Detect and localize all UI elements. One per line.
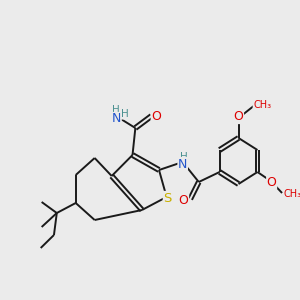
Text: N: N (112, 112, 121, 125)
Text: H: H (112, 105, 119, 115)
Text: S: S (164, 191, 172, 205)
Text: H: H (121, 109, 129, 119)
Text: N: N (178, 158, 188, 170)
Text: CH₃: CH₃ (253, 100, 271, 110)
Text: O: O (234, 110, 244, 124)
Text: O: O (267, 176, 277, 188)
Text: CH₃: CH₃ (284, 189, 300, 199)
Text: O: O (151, 110, 161, 122)
Text: H: H (180, 152, 188, 162)
Text: O: O (179, 194, 189, 208)
